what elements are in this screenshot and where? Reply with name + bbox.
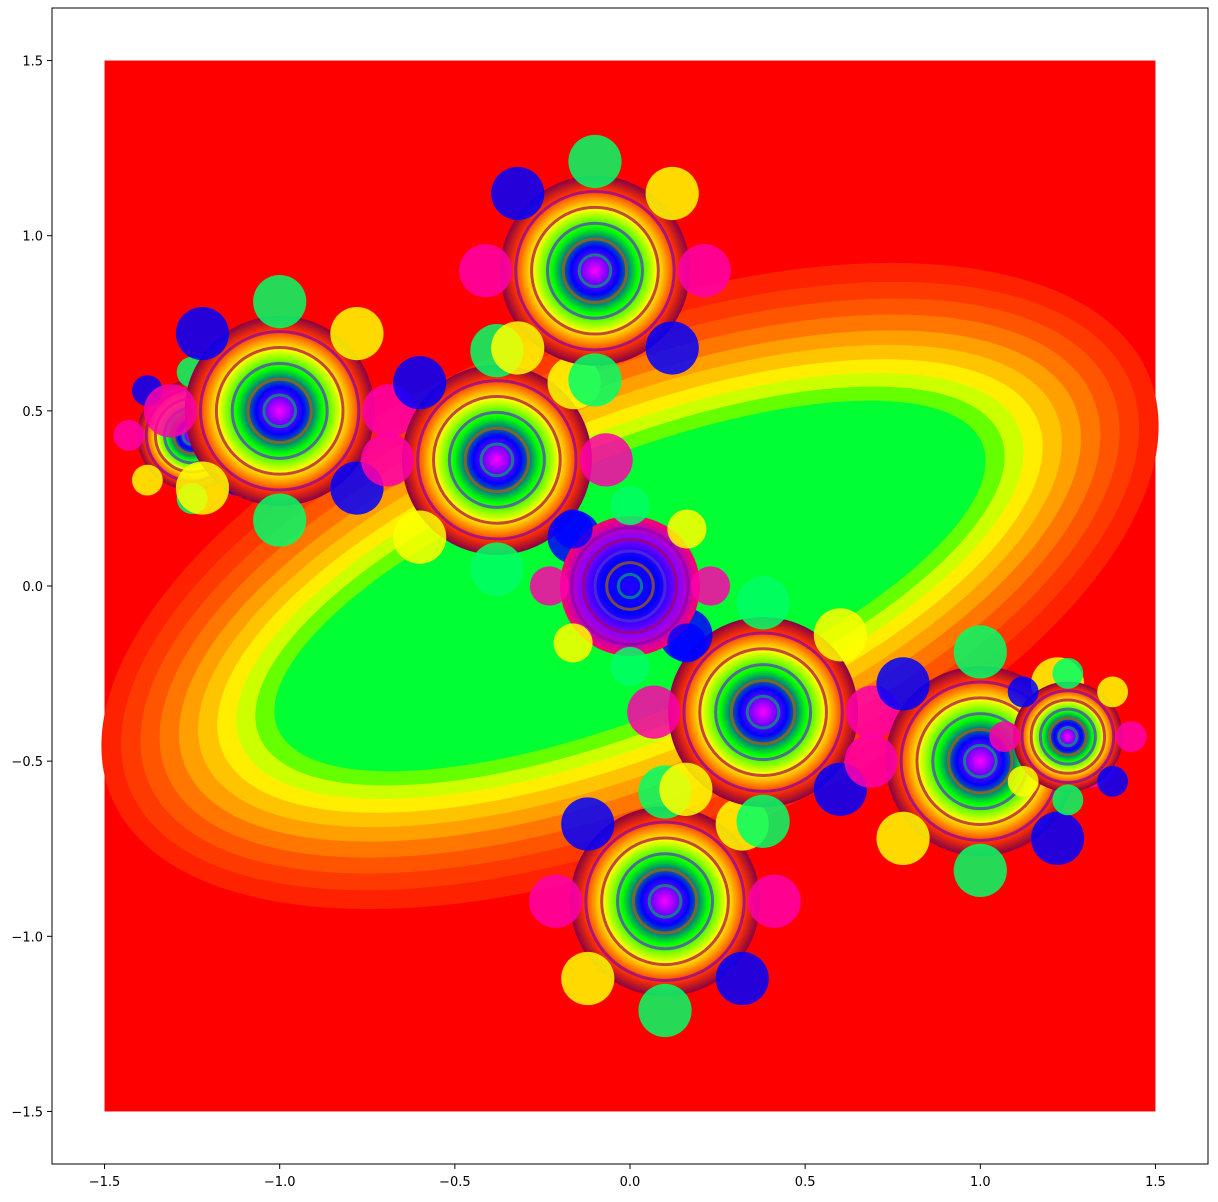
y-tick-label: −1.5 [11,1105,43,1120]
x-tick-label: −0.5 [439,1175,471,1190]
fractal-spiral [459,134,731,407]
fractal-spiral [143,274,416,547]
x-tick-label: 1.5 [1145,1175,1166,1190]
y-tick-label: 1.5 [22,55,43,70]
x-tick-label: −1.0 [264,1175,296,1190]
y-tick-label: 0.0 [22,580,43,595]
axis-ticks: −1.5 −1.0 −0.5 0.0 0.5 1.0 1.5 1.5 1.0 0.5 0.0 −0.5… [11,55,1165,1190]
y-tick-label: −1.0 [11,930,43,945]
x-tick-label: 0.5 [795,1175,816,1190]
y-tick-label: 0.5 [22,405,43,420]
x-tick-label: −1.5 [89,1175,121,1190]
fractal-spiral [989,657,1147,816]
x-tick-label: 0.0 [620,1175,641,1190]
x-tick-label: 1.0 [970,1175,991,1190]
heatmap-image [101,60,1159,1112]
fractal-spiral [627,576,899,848]
y-tick-label: −0.5 [11,755,43,770]
fractal-center [529,485,731,687]
y-tick-label: 1.0 [22,230,43,245]
